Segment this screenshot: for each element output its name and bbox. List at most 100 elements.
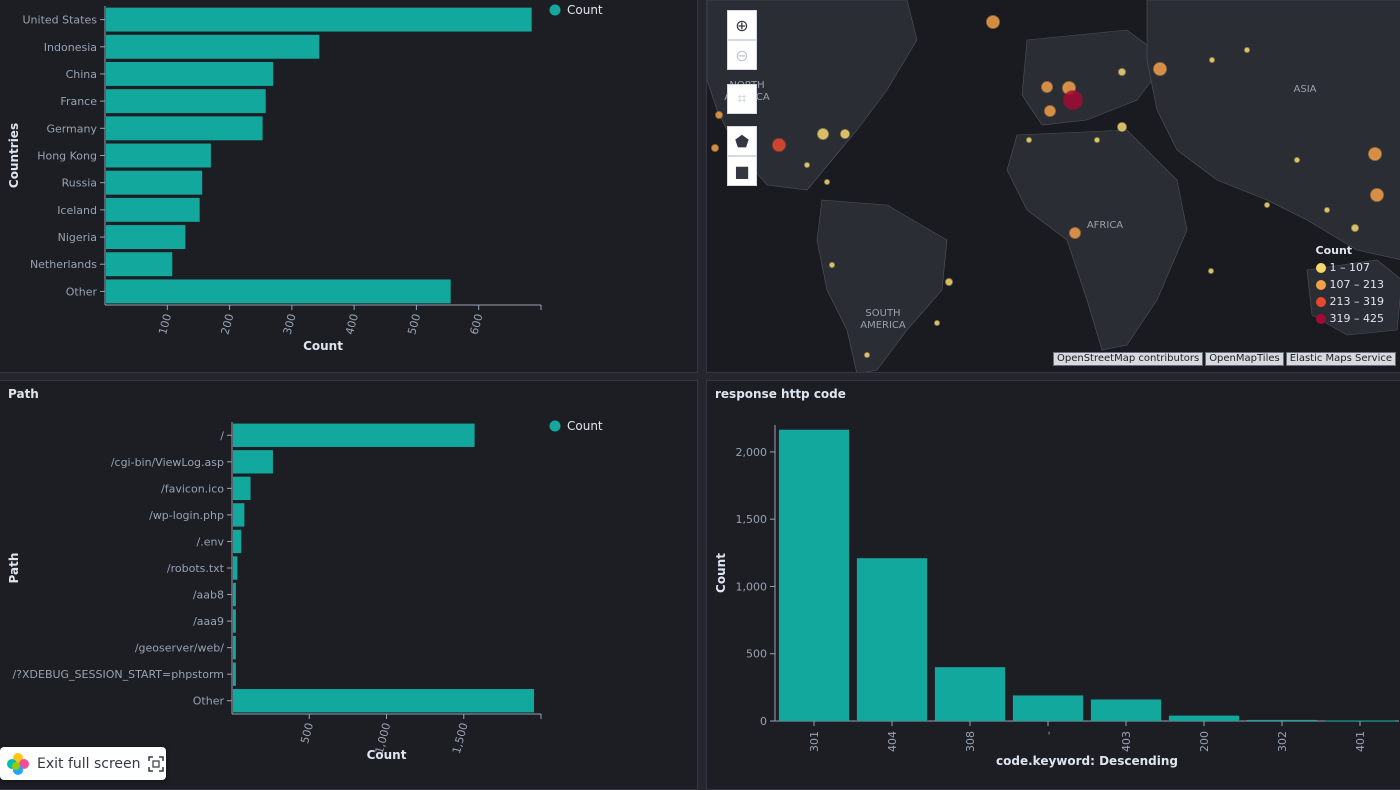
fit-bounds-button[interactable]: ⌗	[727, 84, 757, 114]
bar[interactable]	[233, 689, 535, 713]
map-point[interactable]	[804, 162, 810, 168]
bar[interactable]	[233, 635, 236, 660]
map-point[interactable]	[715, 111, 723, 119]
legend-label[interactable]: Count	[567, 419, 603, 433]
continent-label: AFRICA	[1087, 220, 1123, 231]
map-point[interactable]	[1324, 207, 1330, 213]
x-tick-label: 403	[1120, 731, 1133, 752]
map-point[interactable]	[840, 129, 850, 139]
bar[interactable]	[233, 609, 236, 633]
bar[interactable]	[1012, 695, 1084, 721]
bar[interactable]	[106, 225, 186, 250]
south-america-shape	[816, 199, 948, 372]
map-point[interactable]	[1117, 122, 1127, 132]
world-map[interactable]: NORTHAMERICAASIAAFRICASOUTHAMERICA	[707, 0, 1400, 373]
map-point[interactable]	[1244, 47, 1250, 53]
map-point[interactable]	[1264, 202, 1270, 208]
legend-dot-icon[interactable]	[549, 4, 561, 16]
bar[interactable]	[106, 7, 532, 32]
map-point[interactable]	[817, 128, 829, 140]
map-point[interactable]	[1370, 188, 1384, 202]
legend-label[interactable]: Count	[567, 3, 603, 17]
map-point[interactable]	[772, 138, 786, 152]
bar[interactable]	[1090, 699, 1162, 721]
map-point[interactable]	[824, 179, 830, 185]
map-point[interactable]	[1044, 105, 1056, 117]
map-point[interactable]	[1041, 81, 1053, 93]
map-legend-label: 107 – 213	[1329, 278, 1384, 291]
bar[interactable]	[233, 582, 236, 607]
draw-polygon-button[interactable]: ⬟	[727, 126, 757, 156]
bar[interactable]	[106, 252, 173, 277]
draw-bounds-button[interactable]: ■	[727, 156, 757, 186]
map-point[interactable]	[1351, 224, 1359, 232]
y-tick-label: Other	[193, 695, 225, 708]
map-point[interactable]	[1069, 227, 1081, 239]
bar[interactable]	[106, 197, 200, 222]
map-point[interactable]	[829, 262, 835, 268]
y-tick-label: Iceland	[57, 204, 97, 217]
map-point[interactable]	[945, 278, 953, 286]
bar[interactable]	[106, 279, 451, 304]
continent-label: ASIA	[1294, 84, 1317, 95]
map-point[interactable]	[1094, 137, 1100, 143]
map-point[interactable]	[1118, 68, 1126, 76]
oceania-shape	[1306, 259, 1400, 336]
bar[interactable]	[106, 116, 263, 141]
zoom-out-button[interactable]: ⊖	[727, 40, 757, 70]
africa-shape	[1006, 129, 1188, 351]
map-point[interactable]	[1294, 157, 1300, 163]
bar[interactable]	[778, 429, 850, 721]
map-point[interactable]	[711, 144, 719, 152]
map-point[interactable]	[864, 352, 870, 358]
exit-fullscreen-button[interactable]: Exit full screen	[0, 747, 166, 780]
y-tick-label: Other	[66, 285, 98, 298]
bar[interactable]	[233, 476, 251, 501]
map-point[interactable]	[1209, 57, 1215, 63]
bar[interactable]	[233, 450, 273, 474]
x-tick-label: 500	[298, 721, 316, 745]
bar[interactable]	[106, 170, 203, 195]
x-tick-label: 308	[964, 731, 977, 752]
bar[interactable]	[106, 34, 320, 59]
bar[interactable]	[1246, 719, 1318, 721]
bar[interactable]	[233, 556, 238, 580]
map-point[interactable]	[1368, 147, 1382, 161]
continent-label: SOUTH AMERICA	[860, 308, 906, 331]
map-point[interactable]	[1063, 90, 1083, 110]
map-attribution: OpenStreetMap contributors OpenMapTiles …	[1053, 352, 1396, 366]
zoom-in-button[interactable]: ⊕	[727, 10, 757, 40]
attribution-ems-link[interactable]: Elastic Maps Service	[1285, 352, 1396, 366]
x-tick-label: 302	[1276, 731, 1289, 752]
y-tick-label: Germany	[46, 122, 97, 135]
bar[interactable]	[1168, 715, 1240, 721]
y-tick-label: /?XDEBUG_SESSION_START=phpstorm	[12, 668, 224, 681]
y-tick-label: 2,000	[736, 446, 768, 459]
map-legend-label: 1 – 107	[1329, 261, 1371, 274]
map-point[interactable]	[986, 15, 1000, 29]
map-point[interactable]	[1208, 268, 1214, 274]
map-legend-item: 107 – 213	[1315, 276, 1384, 293]
attribution-osm-link[interactable]: OpenStreetMap contributors	[1053, 352, 1204, 366]
map-point[interactable]	[934, 320, 940, 326]
bar[interactable]	[233, 662, 236, 686]
map-point[interactable]	[1153, 62, 1167, 76]
map-point[interactable]	[1026, 137, 1032, 143]
y-tick-label: /favicon.ico	[161, 482, 224, 495]
bar[interactable]	[106, 143, 211, 168]
bar[interactable]	[106, 61, 274, 86]
path-panel: Path / /cgi-bin/ViewLog.asp/favicon.ico/w…	[0, 380, 698, 790]
bar[interactable]	[233, 423, 475, 447]
y-tick-label: France	[60, 95, 97, 108]
bar[interactable]	[233, 503, 245, 527]
bar[interactable]	[934, 667, 1006, 721]
attribution-omt-link[interactable]: OpenMapTiles	[1205, 352, 1284, 366]
response-panel: response http code 0 500 1,000 1,500 2,000 30…	[706, 380, 1400, 790]
bar[interactable]	[233, 529, 242, 554]
legend-dot-icon[interactable]	[549, 420, 561, 432]
y-tick-label: Nigeria	[58, 231, 97, 244]
x-axis-title: code.keyword: Descending	[996, 754, 1178, 768]
y-tick-label: /robots.txt	[167, 562, 225, 575]
bar[interactable]	[106, 89, 266, 114]
bar[interactable]	[856, 558, 928, 721]
